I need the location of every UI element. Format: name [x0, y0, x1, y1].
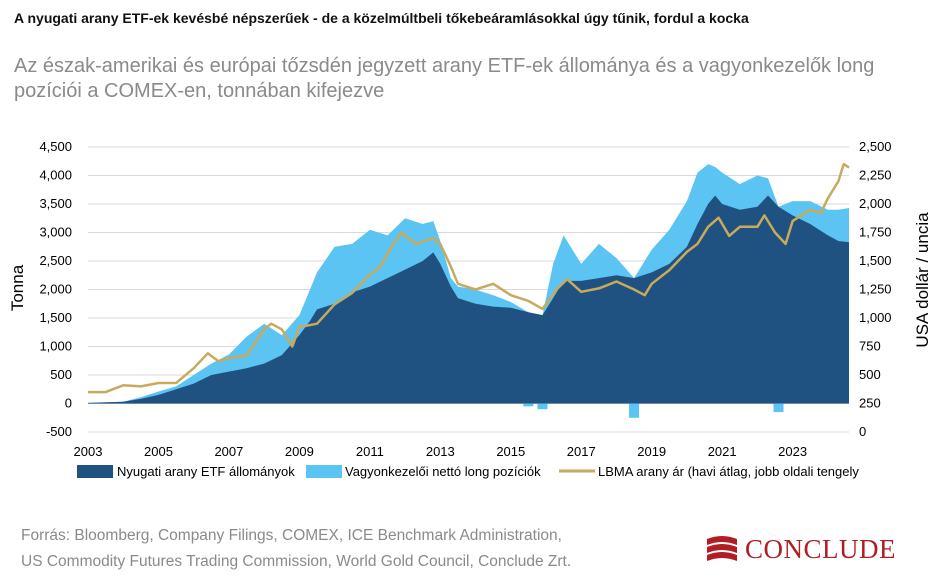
y-left-tick-label: 4,000 — [39, 168, 72, 183]
net-long-negative-bar — [523, 403, 534, 407]
y-left-tick-label: 3,500 — [39, 196, 72, 211]
legend-label-gold-price: LBMA arany ár (havi átlag, jobb oldali t… — [598, 464, 859, 479]
net-long-negative-bar — [629, 403, 640, 418]
y-right-tick-label: 250 — [859, 396, 881, 411]
y-right-tick-label: 1,500 — [859, 253, 892, 268]
line-series — [88, 162, 850, 394]
y-axis-left-label: Tonna — [8, 264, 27, 311]
legend-swatch-net-long — [306, 465, 342, 478]
y-left-tick-label: 500 — [50, 367, 72, 382]
y-right-tick-label: 1,250 — [859, 282, 892, 297]
y-right-tick-label: 750 — [859, 339, 881, 354]
x-tick-label: 2005 — [144, 444, 173, 459]
chart-title: A nyugati arany ETF-ek kevésbé népszerűe… — [14, 10, 749, 26]
y-right-tick-label: 1,750 — [859, 225, 892, 240]
x-tick-label: 2015 — [496, 444, 525, 459]
y-left-tick-label: 1,000 — [39, 339, 72, 354]
y-left-tick-label: 3,000 — [39, 225, 72, 240]
conclude-logo: CONCLUDE — [705, 530, 925, 570]
x-tick-label: 2013 — [426, 444, 455, 459]
series-etf-area — [88, 195, 849, 404]
legend-label-net-long: Vagyonkezelői nettó long pozíciók — [345, 464, 541, 479]
y-left-tick-label: -500 — [46, 424, 72, 439]
source-line-1: Forrás: Bloomberg, Company Filings, COME… — [21, 527, 562, 544]
y-left-tick-label: 2,000 — [39, 282, 72, 297]
x-tick-label: 2017 — [567, 444, 596, 459]
y-left-tick-label: 4,500 — [39, 139, 72, 154]
x-tick-label: 2023 — [778, 444, 807, 459]
y-right-tick-label: 2,500 — [859, 139, 892, 154]
x-tick-label: 2007 — [214, 444, 243, 459]
net-long-negative-bar — [537, 403, 548, 410]
y-axis-right-label: USA dollár / uncia — [913, 212, 932, 348]
series-gold-price-line — [88, 162, 850, 394]
net-long-negative-bar — [773, 403, 784, 413]
y-left-tick-label: 2,500 — [39, 253, 72, 268]
y-right-tick-label: 2,250 — [859, 168, 892, 183]
legend: Nyugati arany ETF állományok Vagyonkezel… — [77, 464, 859, 479]
logo-icon — [707, 536, 737, 561]
tick-labels: 4,500 4,000 3,500 3,000 2,500 2,000 1,500 1,000… — [39, 139, 891, 459]
y-left-tick-label: 0 — [65, 396, 72, 411]
x-tick-label: 2009 — [285, 444, 314, 459]
x-tick-label: 2021 — [708, 444, 737, 459]
chart-subtitle: Az észak-amerikai és európai tőzsdén jeg… — [14, 55, 875, 102]
x-tick-label: 2011 — [356, 444, 384, 459]
logo-text: CONCLUDE — [745, 534, 896, 564]
legend-label-etf: Nyugati arany ETF állományok — [117, 464, 295, 479]
area-series — [88, 164, 849, 418]
y-right-tick-label: 2,000 — [859, 196, 892, 211]
chart-svg: 4,500 4,000 3,500 3,000 2,500 2,000 1,500 1,000… — [8, 139, 932, 479]
source-line-2: US Commodity Futures Trading Commission,… — [21, 553, 572, 570]
y-right-tick-label: 500 — [859, 367, 881, 382]
y-right-tick-label: 1,000 — [859, 310, 892, 325]
y-left-tick-label: 1,500 — [39, 310, 72, 325]
legend-swatch-etf — [77, 465, 113, 478]
x-tick-label: 2003 — [74, 444, 103, 459]
y-right-tick-label: 0 — [859, 424, 866, 439]
x-tick-label: 2019 — [637, 444, 666, 459]
